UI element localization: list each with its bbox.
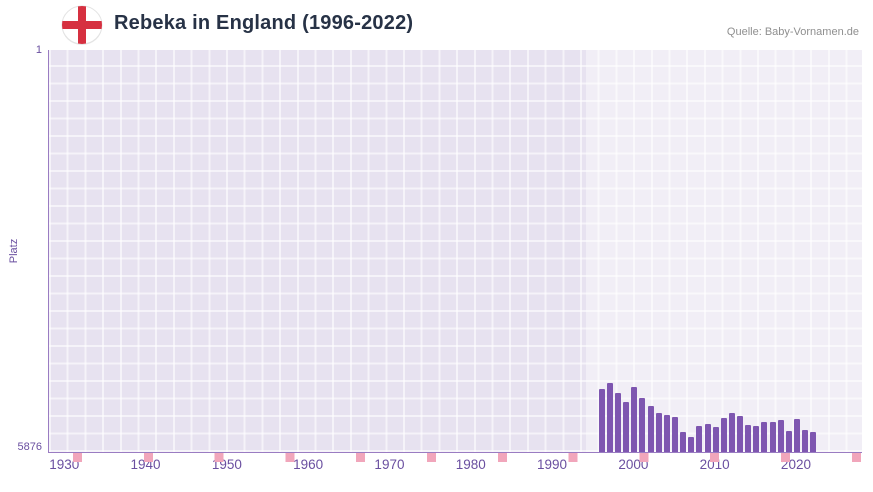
bar-2011[interactable] — [720, 418, 727, 452]
bar-2007[interactable] — [688, 436, 695, 452]
axis-tick-strip — [49, 453, 862, 462]
highlight-region — [585, 50, 862, 452]
bar-2020[interactable] — [793, 419, 800, 452]
bar-2016[interactable] — [761, 421, 768, 452]
bar-1996[interactable] — [598, 389, 605, 452]
bar-2003[interactable] — [655, 412, 662, 452]
england-flag-icon — [60, 4, 104, 46]
bar-1998[interactable] — [615, 392, 622, 452]
bar-1997[interactable] — [606, 383, 613, 452]
bar-2015[interactable] — [753, 426, 760, 452]
bar-2014[interactable] — [745, 424, 752, 452]
bar-2021[interactable] — [802, 430, 809, 452]
bar-1999[interactable] — [623, 402, 630, 452]
bar-2002[interactable] — [647, 406, 654, 452]
bar-2009[interactable] — [704, 424, 711, 452]
y-axis-label: Platz — [8, 238, 20, 264]
plot-area — [48, 50, 862, 462]
bar-2005[interactable] — [672, 417, 678, 452]
bar-2010[interactable] — [712, 427, 719, 452]
y-tick-bottom: 5876 — [17, 441, 42, 453]
chart-title: Rebeka in England (1996-2022) — [114, 12, 414, 34]
bar-2013[interactable] — [737, 416, 744, 452]
bar-2000[interactable] — [631, 387, 638, 452]
bar-2022[interactable] — [810, 431, 817, 452]
bars-container — [49, 50, 862, 452]
bar-2019[interactable] — [785, 431, 792, 452]
bar-2012[interactable] — [728, 413, 735, 452]
bar-2017[interactable] — [769, 422, 776, 452]
y-tick-top: 1 — [35, 44, 42, 56]
bar-2008[interactable] — [696, 425, 703, 452]
source-attribution: Quelle: Baby-Vornamen.de — [726, 26, 859, 38]
bar-2006[interactable] — [680, 432, 687, 452]
bar-2004[interactable] — [663, 414, 670, 452]
bar-2018[interactable] — [777, 420, 784, 452]
bar-2001[interactable] — [639, 397, 646, 452]
